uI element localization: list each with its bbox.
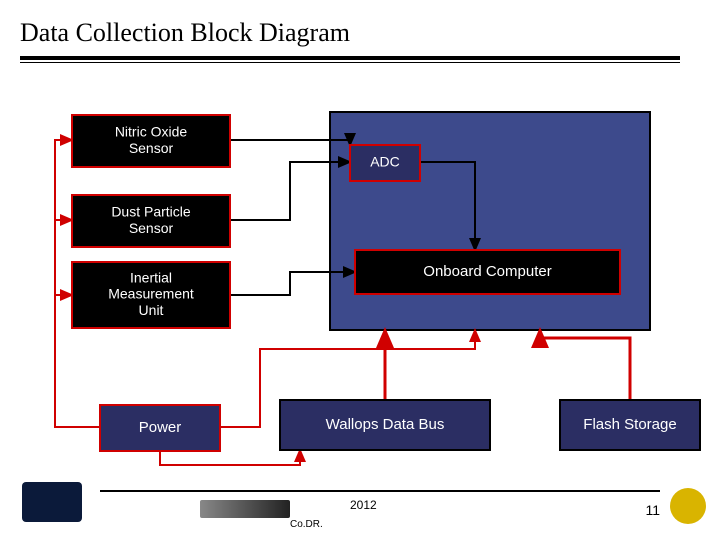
block-diagram: ADCOnboard ComputerNitric OxideSensorDus…	[0, 0, 720, 540]
svg-text:ADC: ADC	[370, 154, 400, 170]
page-number: 11	[645, 502, 660, 518]
title-rule	[20, 56, 680, 60]
svg-text:Measurement: Measurement	[108, 286, 194, 302]
footer-year: 2012	[350, 498, 377, 512]
svg-text:Unit: Unit	[139, 302, 164, 318]
footer-codr: Co.DR.	[290, 519, 323, 530]
svg-text:Flash Storage: Flash Storage	[583, 416, 676, 433]
svg-text:Wallops Data Bus: Wallops Data Bus	[326, 416, 445, 433]
svg-text:Inertial: Inertial	[130, 270, 172, 286]
svg-text:Dust Particle: Dust Particle	[111, 204, 191, 220]
rocksat-logo	[200, 500, 290, 518]
title-rule-thin	[20, 62, 680, 63]
svg-text:Power: Power	[139, 419, 182, 436]
slide: { "title": "Data Collection Block Diagra…	[0, 0, 720, 540]
svg-text:Nitric Oxide: Nitric Oxide	[115, 124, 188, 140]
page-title: Data Collection Block Diagram	[20, 18, 350, 48]
svg-text:Sensor: Sensor	[129, 140, 174, 156]
svg-text:Sensor: Sensor	[129, 220, 174, 236]
wff-logo	[670, 488, 706, 524]
nasa-logo	[22, 482, 82, 522]
svg-text:Onboard Computer: Onboard Computer	[423, 263, 551, 280]
footer-rule	[100, 490, 660, 492]
